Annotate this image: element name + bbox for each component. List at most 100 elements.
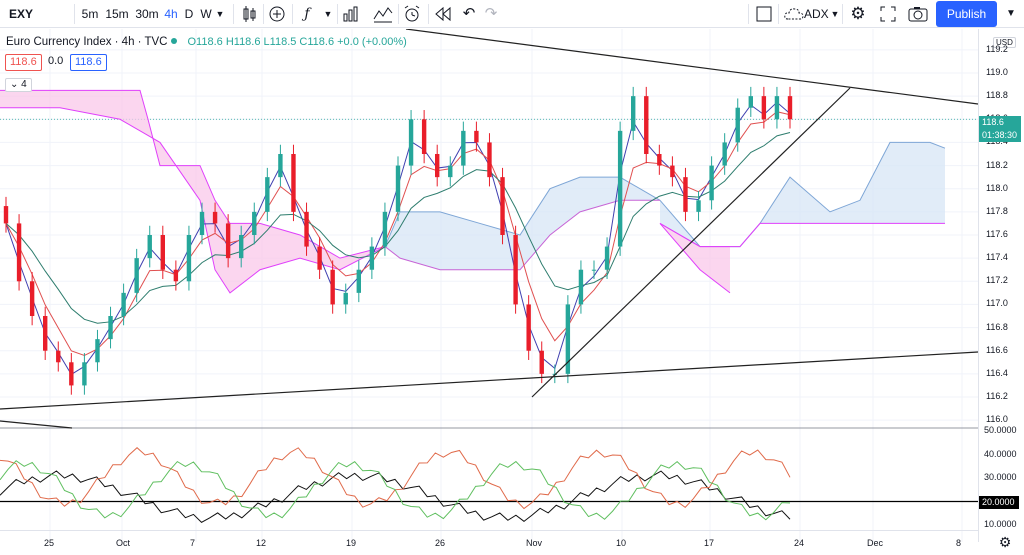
settings-icon[interactable]: ⚙: [850, 4, 866, 23]
symbol-search[interactable]: EXY: [8, 7, 33, 21]
adx-tick-label: 50.0000: [984, 425, 1017, 435]
adx-pane: [0, 447, 978, 523]
indicator-name[interactable]: ADX: [804, 7, 829, 21]
price-tick-label: 117.0: [986, 298, 1008, 309]
price-tick-label: 116.0: [986, 414, 1008, 425]
candle-body: [513, 235, 518, 305]
bar-type-icon[interactable]: [342, 5, 360, 23]
adx-line: [0, 470, 791, 523]
price-tick-label: 118.0: [986, 182, 1008, 193]
candle-body: [173, 269, 179, 282]
candle-body: [709, 165, 714, 201]
candle-body: [761, 96, 767, 120]
time-axis[interactable]: [0, 530, 978, 555]
time-tick-label: Dec: [867, 538, 884, 548]
bull-cloud-edge: [384, 176, 661, 247]
bear-cloud-2-edge: [659, 223, 731, 294]
support-trendline: [531, 87, 851, 398]
bear-cloud-2: [660, 223, 730, 293]
adx-tick-label: 30.0000: [984, 472, 1017, 482]
layout-icon[interactable]: [756, 6, 772, 22]
interval-30m[interactable]: 30m: [135, 7, 159, 21]
interval-d[interactable]: D: [184, 7, 194, 21]
price-tick-label: 116.8: [986, 321, 1008, 332]
price-chart[interactable]: [0, 29, 978, 542]
candle-body: [774, 96, 780, 120]
candle-body: [278, 154, 283, 178]
interval-5m[interactable]: 5m: [81, 7, 99, 21]
interval-4h[interactable]: 4h: [164, 7, 178, 21]
candle-body: [722, 142, 727, 166]
fullscreen-icon[interactable]: [880, 6, 896, 22]
price-tick-label: 119.2: [986, 43, 1008, 54]
candle-body: [787, 96, 793, 120]
interval-15m[interactable]: 15m: [105, 7, 129, 21]
publish-button[interactable]: Publish: [936, 1, 997, 27]
legend-ohlc: O118.6 H118.6 L118.5 C118.6 +0.0 (+0.00%…: [187, 36, 407, 48]
adx-tick-label: 10.0000: [984, 519, 1017, 529]
candle-body: [448, 165, 453, 178]
add-icon[interactable]: [268, 5, 286, 23]
time-tick-label: 12: [256, 538, 267, 548]
candle-body: [225, 223, 231, 259]
plus-di-line: [0, 460, 791, 521]
candle-body: [317, 246, 322, 270]
ichimoku-cloud: [0, 89, 946, 294]
candle-body: [435, 154, 440, 178]
bull-cloud: [385, 177, 660, 270]
template-icon[interactable]: [373, 5, 393, 23]
chevron-down-icon[interactable]: ▼: [215, 9, 225, 19]
top-toolbar: EXY 5m 15m 30m 4h D W ▼ ƒ ▼ ↶ ↷ ADX ▼ ⚙ …: [0, 0, 1024, 28]
lower-trendline: [0, 351, 978, 410]
indicators-toggle[interactable]: ⌄ 4: [5, 78, 32, 92]
candle-body: [121, 292, 126, 316]
axis-settings-icon[interactable]: ⚙: [998, 534, 1012, 550]
candle-body: [539, 350, 544, 374]
indicators-icon[interactable]: ƒ: [304, 6, 310, 22]
future-cloud: [660, 142, 945, 247]
undo-icon[interactable]: ↶: [462, 5, 476, 22]
bear-cloud: [0, 90, 385, 293]
candle-body: [578, 269, 584, 305]
cloud-icon: [784, 8, 804, 20]
candle-body: [108, 316, 113, 340]
candle-body: [186, 235, 192, 282]
chevron-down-icon[interactable]: ▼: [830, 9, 840, 19]
candle-body: [500, 177, 505, 235]
candle-body: [239, 235, 244, 259]
camera-icon[interactable]: [908, 6, 928, 22]
adx-level-label: 20.0000: [979, 496, 1019, 509]
candle-body: [343, 292, 348, 305]
price-tick-label: 116.2: [986, 391, 1008, 401]
spread-box: 0.0: [48, 55, 64, 67]
trendlines: [0, 29, 978, 429]
candle-body: [670, 165, 675, 178]
price-tick-label: 117.2: [986, 275, 1008, 286]
price-axis[interactable]: USD: [978, 29, 1024, 542]
bear-cloud-edge: [0, 107, 386, 294]
candle-body: [43, 316, 48, 351]
sell-price-box[interactable]: 118.6: [5, 54, 42, 71]
candle-body: [330, 269, 335, 305]
buy-price-box[interactable]: 118.6: [70, 54, 107, 71]
candle-body: [382, 211, 388, 247]
candle-body: [617, 130, 623, 247]
redo-icon[interactable]: ↷: [484, 5, 498, 22]
candle-body: [631, 96, 636, 131]
replay-icon[interactable]: [434, 6, 452, 22]
candle-body: [408, 119, 414, 166]
interval-w[interactable]: W: [200, 7, 212, 21]
alert-icon[interactable]: [402, 4, 422, 24]
candle-body: [748, 96, 753, 108]
price-tick-label: 116.6: [986, 344, 1008, 355]
candle-body: [356, 269, 361, 293]
chevron-down-icon[interactable]: ▼: [1006, 8, 1016, 19]
price-tick-label: 118.8: [986, 90, 1008, 101]
candle-body: [421, 119, 427, 154]
candle-body: [474, 130, 479, 143]
resistance-trendline: [405, 29, 978, 105]
chevron-down-icon[interactable]: ▼: [323, 9, 333, 19]
candles-icon[interactable]: [240, 5, 258, 23]
currency-label[interactable]: USD: [993, 37, 1016, 48]
price-tick-label: 117.4: [986, 252, 1008, 263]
